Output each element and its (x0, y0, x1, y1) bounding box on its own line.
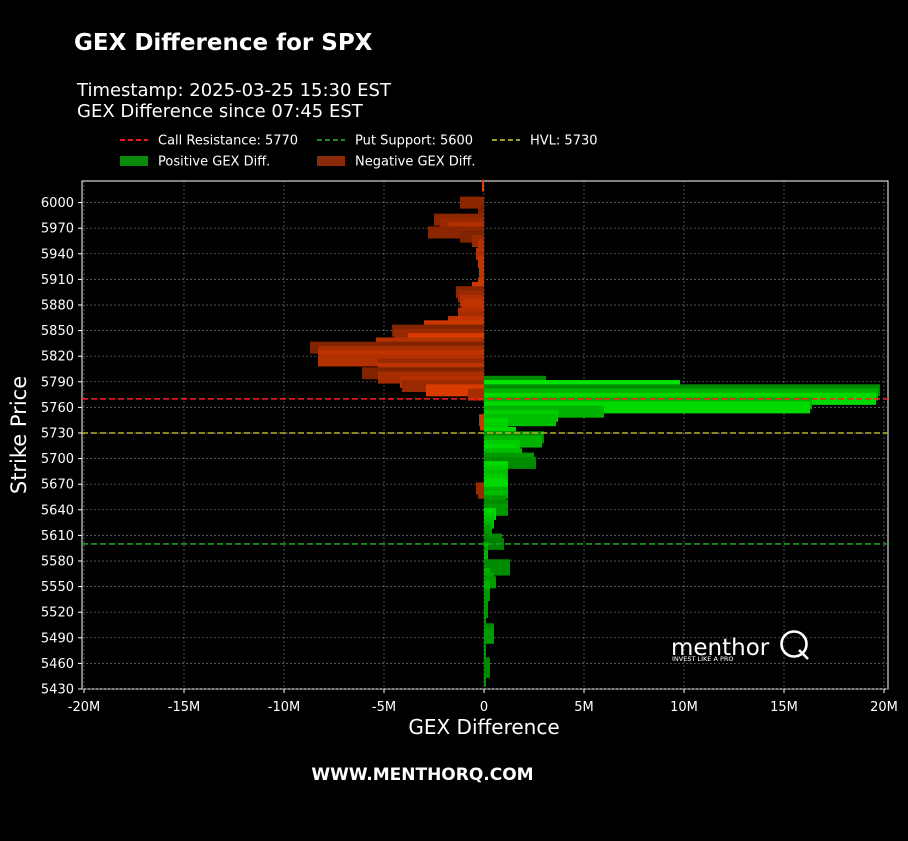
x-axis-ticks: -20M -15M -10M -5M 0 5M 10M 15M 20M (68, 689, 898, 715)
positive-gex-bar (484, 674, 486, 687)
positive-gex-bar (484, 657, 490, 670)
negative-gex-bar (468, 388, 484, 401)
timestamp-label: Timestamp: 2025-03-25 15:30 EST (77, 80, 391, 101)
negative-gex-bar (482, 179, 484, 192)
positive-gex-bar (484, 614, 486, 627)
negative-gex-bar (478, 205, 484, 218)
y-tick-label: 5430 (41, 683, 74, 698)
y-tick-label: 5580 (41, 555, 74, 570)
y-axis-ticks: 6000 5970 5940 5910 5880 5850 5820 5790 5760 5730… (41, 196, 82, 698)
y-tick-label: 5970 (41, 222, 74, 237)
logo-q-icon (780, 630, 808, 658)
x-tick-label: 20M (870, 700, 898, 715)
y-tick-label: 5790 (41, 375, 74, 390)
y-tick-label: 5700 (41, 452, 74, 467)
positive-gex-bar (484, 665, 490, 678)
y-tick-label: 5880 (41, 299, 74, 314)
positive-gex-bar (484, 537, 504, 550)
positive-gex-bar (484, 640, 486, 653)
positive-gex-bar (484, 606, 488, 619)
logo-wordmark: menthor (671, 635, 770, 661)
y-tick-label: 5850 (41, 324, 74, 339)
y-tick-label: 5520 (41, 606, 74, 621)
x-tick-label: 10M (670, 700, 698, 715)
y-tick-label: 5760 (41, 401, 74, 416)
x-tick-label: -10M (268, 700, 300, 715)
positive-gex-bar (484, 648, 486, 661)
y-tick-label: 5550 (41, 580, 74, 595)
legend-patch-swatch (120, 156, 148, 166)
footer-url: WWW.MENTHORQ.COM (311, 765, 534, 785)
legend-label: HVL: 5730 (530, 134, 598, 149)
positive-gex-bar (484, 589, 490, 602)
y-tick-label: 5610 (41, 529, 74, 544)
y-tick-label: 5670 (41, 478, 74, 493)
legend: Call Resistance: 5770 Put Support: 5600 HV… (120, 134, 598, 170)
positive-gex-bar (484, 597, 488, 610)
negative-gex-bar (478, 256, 484, 269)
x-axis-label: GEX Difference (408, 715, 559, 739)
x-tick-label: 0 (480, 700, 488, 715)
negative-gex-bar (478, 239, 484, 252)
x-tick-label: -15M (168, 700, 200, 715)
positive-gex-bar (484, 580, 490, 593)
negative-gex-bar (478, 486, 484, 499)
reference-lines (82, 398, 888, 545)
y-tick-label: 5940 (41, 247, 74, 262)
y-tick-label: 5820 (41, 350, 74, 365)
menthorq-logo: menthor INVEST LIKE A PRO (671, 630, 809, 663)
y-tick-label: 5730 (41, 427, 74, 442)
y-tick-label: 5910 (41, 273, 74, 288)
chart-title: GEX Difference for SPX (74, 30, 373, 56)
legend-label: Put Support: 5600 (355, 134, 473, 149)
negative-gex-bar (480, 418, 484, 431)
x-tick-label: -5M (372, 700, 396, 715)
y-tick-label: 6000 (41, 196, 74, 211)
legend-label: Negative GEX Diff. (355, 155, 476, 170)
negative-gex-bar (476, 247, 484, 260)
x-tick-label: 5M (574, 700, 594, 715)
y-tick-label: 5640 (41, 503, 74, 518)
x-tick-label: -20M (68, 700, 100, 715)
x-tick-label: 15M (770, 700, 798, 715)
positive-gex-bar (484, 631, 494, 644)
gex-chart: Call Resistance: 5770 Put Support: 5600 HV… (7, 134, 898, 740)
y-axis-label: Strike Price (7, 376, 31, 494)
y-tick-label: 5460 (41, 657, 74, 672)
legend-label: Call Resistance: 5770 (158, 134, 298, 149)
legend-label: Positive GEX Diff. (158, 155, 270, 170)
logo-tagline: INVEST LIKE A PRO (672, 655, 734, 663)
negative-gex-bar (479, 264, 484, 277)
y-tick-label: 5490 (41, 631, 74, 646)
logo-q-tail (798, 649, 809, 660)
since-label: GEX Difference since 07:45 EST (77, 101, 363, 122)
legend-patch-swatch (317, 156, 345, 166)
